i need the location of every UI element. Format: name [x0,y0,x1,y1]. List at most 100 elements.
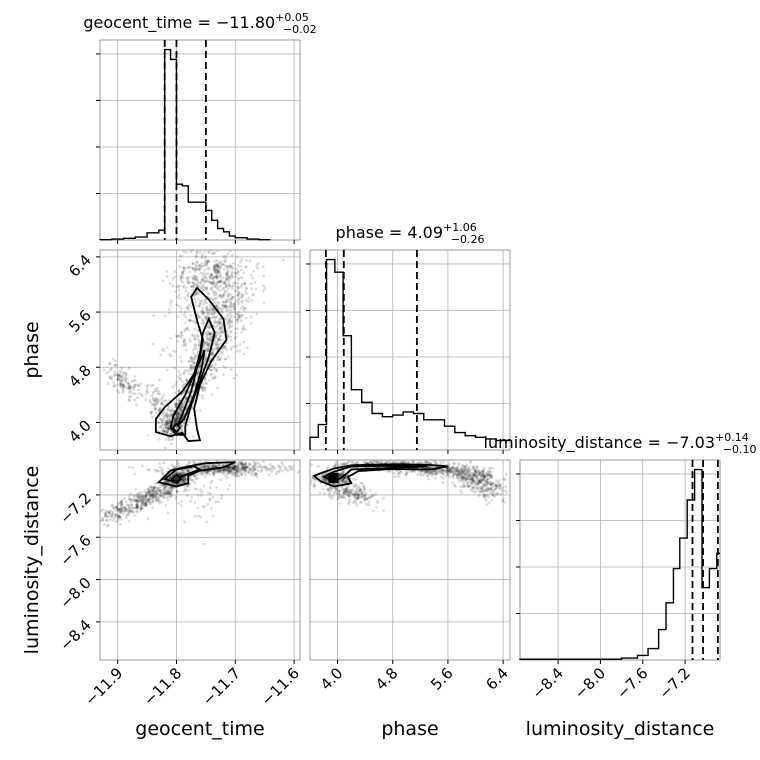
posterior-sample-point [157,378,161,382]
posterior-sample-point [407,461,411,465]
posterior-sample-point [157,408,161,412]
posterior-sample-point [225,468,229,472]
posterior-sample-point [429,470,433,474]
posterior-sample-point [218,326,222,330]
posterior-sample-point [156,499,159,502]
posterior-sample-point [440,475,443,479]
posterior-sample-point [481,487,485,491]
posterior-sample-point [118,523,122,526]
posterior-sample-point [454,471,458,474]
posterior-sample-point [444,474,448,478]
posterior-sample-point [200,384,203,388]
posterior-sample-point [167,399,171,402]
posterior-sample-point [334,462,337,466]
posterior-sample-point [174,416,177,420]
posterior-sample-point [183,484,187,488]
posterior-sample-point [158,465,162,469]
posterior-sample-point [233,464,237,468]
posterior-sample-point [200,490,204,494]
posterior-sample-point [215,334,218,337]
posterior-sample-point [122,371,126,375]
posterior-sample-point [478,490,482,494]
posterior-sample-point [139,498,143,502]
posterior-sample-point [122,383,126,387]
posterior-sample-point [477,471,481,475]
posterior-sample-point [202,302,205,306]
posterior-sample-point [458,471,461,475]
posterior-sample-point [208,332,212,336]
posterior-sample-point [216,270,220,274]
posterior-sample-point [363,499,367,502]
posterior-sample-point [174,427,178,431]
posterior-sample-point [354,483,358,487]
posterior-sample-point [234,331,238,335]
posterior-sample-point [162,486,166,490]
posterior-sample-point [229,469,233,472]
posterior-sample-point [197,304,200,308]
posterior-sample-point [162,417,166,421]
posterior-sample-point [192,358,196,361]
posterior-sample-point [233,246,236,249]
posterior-sample-point [235,474,239,478]
posterior-sample-point [143,503,147,507]
posterior-sample-point [428,461,432,464]
posterior-sample-point [127,395,131,399]
posterior-sample-point [216,464,220,468]
posterior-sample-point [163,399,167,403]
posterior-sample-point [243,282,246,286]
posterior-sample-point [114,505,118,509]
posterior-sample-point [205,307,208,311]
posterior-sample-point [241,466,245,470]
posterior-sample-point [166,422,170,426]
posterior-sample-point [222,267,226,271]
posterior-sample-point [196,514,200,518]
posterior-sample-point [447,468,450,472]
posterior-sample-point [165,368,169,372]
posterior-sample-point [104,509,108,513]
posterior-sample-point [196,477,199,480]
posterior-sample-point [169,414,173,417]
posterior-sample-point [196,372,200,375]
posterior-sample-point [118,515,122,519]
posterior-sample-point [206,324,210,328]
posterior-sample-point [362,460,366,464]
posterior-sample-point [478,479,482,482]
posterior-sample-point [218,338,222,342]
posterior-sample-point [425,474,429,477]
posterior-sample-point [198,250,202,254]
posterior-sample-point [447,468,450,472]
posterior-sample-point [188,337,192,341]
posterior-sample-point [161,488,165,492]
posterior-sample-point [469,481,473,485]
posterior-sample-point [471,467,475,471]
posterior-sample-point [472,476,475,480]
posterior-sample-point [183,329,187,333]
posterior-sample-point [201,271,205,275]
posterior-sample-point [497,481,501,485]
posterior-sample-point [166,497,170,501]
posterior-sample-point [489,483,493,487]
posterior-sample-point [158,483,162,486]
posterior-sample-point [465,474,469,478]
posterior-sample-point [227,471,231,475]
posterior-sample-point [235,245,238,248]
posterior-sample-point [201,505,205,508]
posterior-sample-point [439,469,443,473]
posterior-sample-point [147,498,150,502]
posterior-sample-point [142,496,146,500]
posterior-sample-point [235,272,239,276]
posterior-sample-point [217,468,221,472]
posterior-sample-point [345,462,349,466]
posterior-sample-point [187,279,190,283]
posterior-sample-point [460,479,464,482]
posterior-sample-point [212,473,216,476]
posterior-sample-point [239,465,243,468]
posterior-sample-point [171,385,175,389]
posterior-sample-point [482,469,485,473]
posterior-sample-point [505,472,508,476]
posterior-sample-point [167,491,171,495]
posterior-sample-point [461,485,465,489]
posterior-sample-point [135,505,139,509]
posterior-sample-point [471,475,475,478]
posterior-sample-point [114,505,118,509]
